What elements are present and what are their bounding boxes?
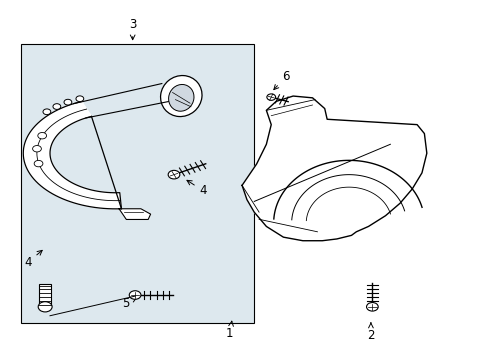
Circle shape bbox=[34, 160, 43, 167]
Circle shape bbox=[33, 145, 41, 152]
Text: 3: 3 bbox=[129, 18, 136, 40]
Text: 4: 4 bbox=[24, 250, 42, 269]
Circle shape bbox=[129, 291, 141, 299]
Text: 6: 6 bbox=[273, 70, 289, 90]
Ellipse shape bbox=[168, 85, 194, 111]
Circle shape bbox=[366, 302, 377, 311]
Circle shape bbox=[168, 170, 180, 179]
Polygon shape bbox=[242, 96, 426, 241]
Polygon shape bbox=[23, 102, 121, 209]
Ellipse shape bbox=[160, 76, 202, 117]
Circle shape bbox=[38, 302, 52, 312]
Circle shape bbox=[43, 109, 51, 114]
Text: 5: 5 bbox=[122, 297, 136, 310]
Text: 4: 4 bbox=[186, 180, 206, 197]
Text: 1: 1 bbox=[226, 321, 233, 340]
Circle shape bbox=[76, 96, 83, 102]
Circle shape bbox=[64, 99, 72, 105]
Text: 2: 2 bbox=[366, 323, 374, 342]
Bar bbox=[21, 44, 254, 323]
Circle shape bbox=[266, 94, 275, 100]
Circle shape bbox=[38, 132, 46, 139]
Polygon shape bbox=[119, 209, 150, 220]
Circle shape bbox=[53, 104, 61, 109]
Bar bbox=[39, 284, 51, 307]
